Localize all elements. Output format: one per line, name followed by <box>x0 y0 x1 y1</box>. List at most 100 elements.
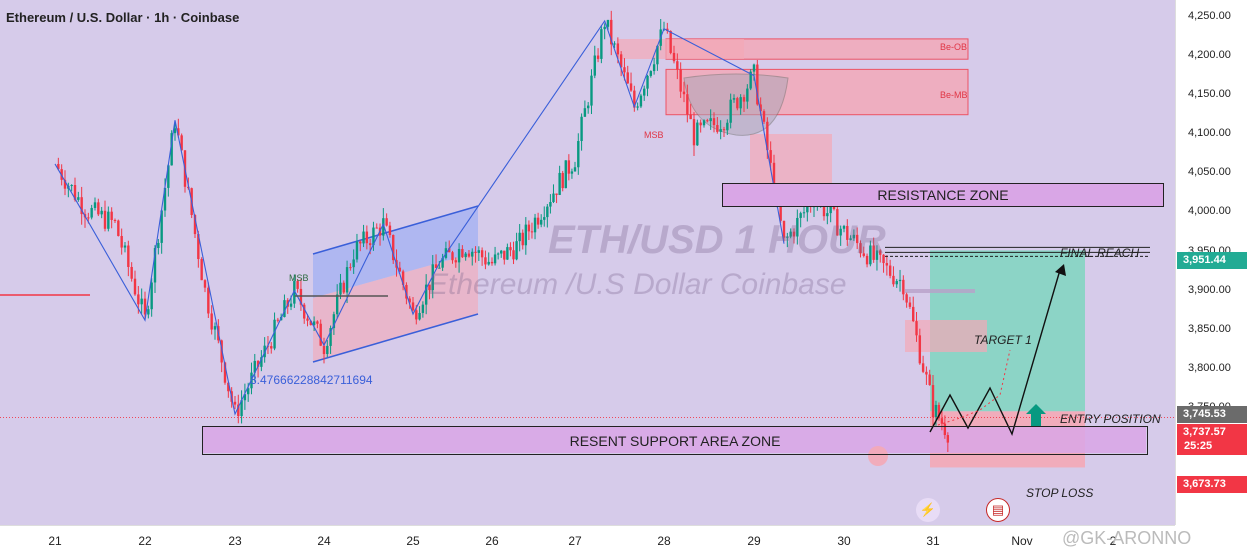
y-tick-label: 4,000.00 <box>1188 205 1231 218</box>
candle-body <box>312 321 316 325</box>
candle-body <box>623 67 626 73</box>
candle-body <box>299 288 303 305</box>
candle-body <box>862 253 865 256</box>
candle-body <box>882 254 885 264</box>
support-zone-fill <box>202 426 1146 453</box>
candle-body <box>846 225 849 240</box>
candle-body <box>536 217 540 225</box>
candle-body <box>766 121 769 151</box>
candle-body <box>902 279 905 295</box>
candle-body <box>352 259 355 268</box>
candle-body <box>940 418 944 424</box>
candle-body <box>163 187 167 211</box>
candle-body <box>613 43 616 45</box>
candle-body <box>699 122 702 126</box>
candle-body <box>365 231 369 244</box>
x-tick-label: 29 <box>747 534 761 548</box>
candle-body <box>875 250 879 260</box>
candle-body <box>829 206 832 214</box>
candle-body <box>512 250 515 260</box>
candle-body <box>555 193 558 195</box>
watermark-subtitle: Ethereum /U.S Dollar Coinbase <box>428 268 847 301</box>
candle-body <box>603 26 606 30</box>
candle-body <box>326 345 329 355</box>
candle-body <box>652 64 656 72</box>
candle-body <box>616 43 620 55</box>
candle-timer: 25:25 <box>1184 440 1213 452</box>
x-tick-label: 24 <box>317 534 331 548</box>
candle-body <box>448 248 451 253</box>
candle-body <box>57 163 60 170</box>
candle-body <box>411 302 415 311</box>
candle-body <box>77 197 80 200</box>
x-tick-label: 31 <box>926 534 940 548</box>
candle-body <box>322 345 326 355</box>
x-tick-label: Nov <box>1011 534 1033 548</box>
candle-body <box>752 64 756 72</box>
candle-body <box>892 275 895 285</box>
candle-body <box>167 165 170 188</box>
candle-body <box>283 300 286 318</box>
projection-arrowhead <box>1055 264 1066 276</box>
candle-body <box>117 220 120 236</box>
candle-body <box>543 217 546 220</box>
candle-body <box>925 371 928 375</box>
candle-body <box>408 298 411 303</box>
time-axis[interactable]: 21 22 23 24 25 26 27 28 29 30 31 Nov 2 <box>0 525 1175 555</box>
chart-plot-area[interactable]: ETH/USD 1 HOUR Ethereum /U.S Dollar Coin… <box>0 0 1175 525</box>
candle-body <box>836 209 839 236</box>
candle-body <box>362 231 365 244</box>
candle-body <box>596 55 600 59</box>
projection-alt-path <box>937 349 1011 426</box>
watermark-title: ETH/USD 1 HOUR <box>548 218 886 262</box>
candle-body <box>832 206 836 210</box>
candle-body <box>570 171 574 174</box>
candle-body <box>424 284 428 305</box>
support-zone-label: RESENT SUPPORT AREA ZONE <box>202 426 1148 455</box>
candle-body <box>716 125 719 132</box>
candle-body <box>173 128 177 134</box>
candle-body <box>643 88 646 96</box>
candle-body <box>253 360 256 373</box>
candle-body <box>872 245 875 260</box>
symbol-header[interactable]: Ethereum / U.S. Dollar · 1h · Coinbase <box>6 10 240 25</box>
candle-body <box>303 304 306 319</box>
candle-body <box>822 201 826 217</box>
candle-body <box>110 211 113 220</box>
candle-body <box>636 106 639 108</box>
candle-body <box>646 75 649 89</box>
current-price-label: 3,737.57 <box>1177 424 1247 455</box>
target1-label: TARGET 1 <box>974 333 1032 347</box>
candle-body <box>170 133 173 166</box>
candle-body <box>759 104 762 112</box>
y-tick-label: 4,250.00 <box>1188 10 1231 22</box>
candle-body <box>289 303 293 307</box>
candle-body <box>799 213 802 218</box>
candle-body <box>946 435 950 443</box>
candle-body <box>506 247 509 260</box>
candle-body <box>915 321 918 336</box>
candle-body <box>418 312 421 320</box>
candle-body <box>583 108 587 117</box>
y-tick-label: 4,150.00 <box>1188 88 1231 101</box>
final-reach-label: FINAL REACH <box>1060 246 1140 260</box>
lightning-icon[interactable]: ⚡ <box>916 498 940 522</box>
candle-body <box>359 241 362 244</box>
y-tick-label: 3,850.00 <box>1188 322 1231 335</box>
candle-body <box>729 99 732 123</box>
candle-body <box>243 394 247 401</box>
candle-body <box>100 210 103 215</box>
candle-body <box>342 282 345 293</box>
candle-body <box>672 52 676 62</box>
candle-body <box>606 19 610 27</box>
candle-body <box>689 114 692 120</box>
candle-body <box>441 257 444 268</box>
us-flag-icon[interactable]: ▤ <box>986 498 1010 522</box>
candle-body <box>270 346 273 349</box>
candle-body <box>567 160 571 174</box>
candle-body <box>120 235 123 248</box>
candle-body <box>133 278 137 295</box>
candle-body <box>792 231 796 237</box>
candle-body <box>223 362 227 383</box>
channel-upper-fill <box>313 206 478 298</box>
